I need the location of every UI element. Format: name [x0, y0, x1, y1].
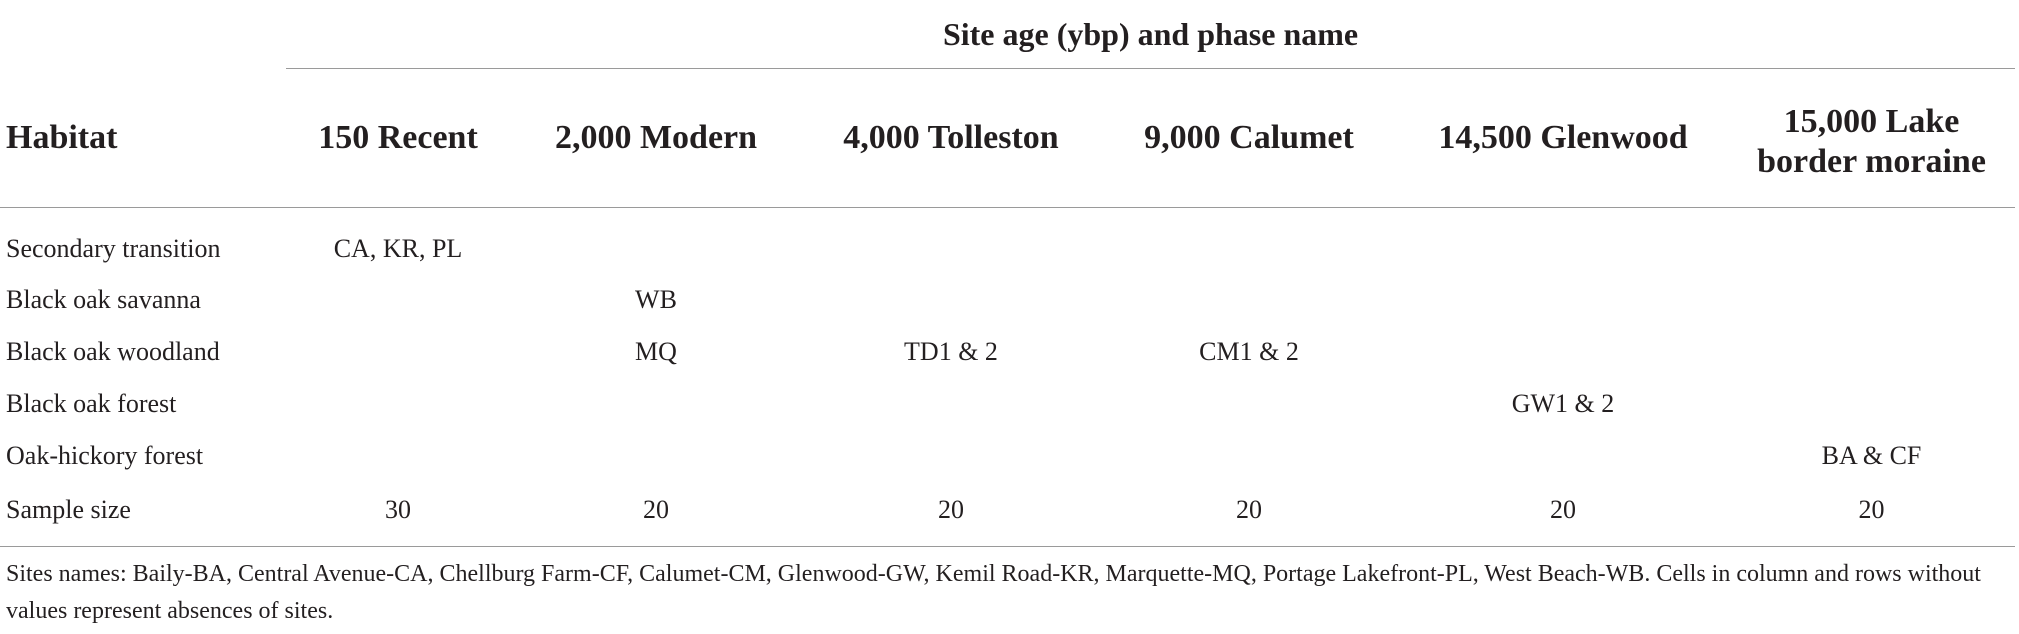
table-cell — [802, 378, 1100, 430]
super-header-spacer — [0, 0, 286, 69]
table-row: Black oak woodland MQ TD1 & 2 CM1 & 2 — [0, 326, 2015, 378]
super-header: Site age (ybp) and phase name — [286, 0, 2016, 69]
table-cell: CM1 & 2 — [1199, 337, 1299, 366]
column-header-9000-calumet: 9,000 Calumet — [1100, 68, 1398, 208]
table-row: Black oak savanna WB — [0, 274, 2015, 326]
table-cell — [1728, 274, 2015, 326]
table-row: Oak-hickory forest BA & CF — [0, 430, 2015, 482]
table-cell — [510, 430, 802, 482]
column-header-15000-lake-border-moraine: 15,000 Lake border moraine — [1728, 68, 2016, 208]
site-habitat-table-container: Site age (ybp) and phase name Habitat 15… — [0, 0, 2016, 547]
table-cell — [1728, 378, 2015, 430]
table-cell — [1100, 378, 1398, 430]
table-cell: 20 — [510, 482, 802, 547]
column-header-150-recent: 150 Recent — [286, 68, 510, 208]
table-cell — [802, 430, 1100, 482]
table-cell: BA & CF — [1821, 441, 1922, 470]
super-header-row: Site age (ybp) and phase name — [0, 0, 2016, 69]
table-cell — [1100, 430, 1398, 482]
table-cell — [1398, 326, 1728, 378]
column-header-habitat: Habitat — [0, 68, 286, 208]
column-header-row: Habitat 150 Recent 2,000 Modern 4,000 To… — [0, 68, 2016, 208]
table-cell: TD1 & 2 — [904, 337, 998, 366]
table-cell — [510, 378, 802, 430]
table-body: Secondary transition CA, KR, PL Black oak … — [0, 208, 2016, 547]
table-cell: 20 — [1728, 482, 2016, 547]
table-row: Black oak forest GW1 & 2 — [0, 378, 2015, 430]
row-label: Secondary transition — [6, 234, 221, 263]
table-cell — [802, 274, 1100, 326]
column-header-2000-modern: 2,000 Modern — [510, 68, 802, 208]
table-cell: 30 — [286, 482, 510, 547]
column-header-4000-tolleston: 4,000 Tolleston — [802, 68, 1100, 208]
table-cell: MQ — [635, 337, 677, 366]
table-cell — [286, 326, 510, 378]
row-label: Sample size — [0, 482, 286, 547]
table-cell: 20 — [802, 482, 1100, 547]
table-cell: CA, KR, PL — [333, 234, 463, 263]
table-cell — [802, 208, 1100, 275]
table-cell — [1398, 274, 1728, 326]
table-cell: WB — [635, 285, 677, 314]
row-label: Black oak forest — [6, 389, 177, 418]
table-cell: GW1 & 2 — [1511, 389, 1615, 418]
table-footnote: Sites names: Baily-BA, Central Avenue-CA… — [6, 561, 1981, 624]
table-cell — [286, 378, 510, 430]
column-header-line-1: 15,000 Lake — [1783, 103, 1960, 140]
table-cell — [286, 430, 510, 482]
row-label: Oak-hickory forest — [6, 441, 204, 470]
table-cell — [286, 274, 510, 326]
table-cell — [1100, 274, 1398, 326]
column-header-14500-glenwood: 14,500 Glenwood — [1398, 68, 1728, 208]
row-label: Black oak woodland — [6, 337, 220, 366]
row-label: Black oak savanna — [6, 285, 201, 314]
column-header-line-2: border moraine — [1757, 143, 1986, 180]
table-cell — [1398, 208, 1728, 275]
table-cell: 20 — [1398, 482, 1728, 547]
table-cell — [1100, 208, 1398, 275]
table-cell: 20 — [1100, 482, 1398, 547]
table-cell — [1728, 326, 2015, 378]
table-cell — [510, 208, 802, 275]
table-row: Secondary transition CA, KR, PL — [0, 208, 2015, 275]
table-row: Sample size 30 20 20 20 20 20 — [0, 482, 2016, 547]
table-cell — [1728, 208, 2015, 275]
site-habitat-table: Site age (ybp) and phase name Habitat 15… — [0, 0, 2016, 547]
table-cell — [1398, 430, 1728, 482]
